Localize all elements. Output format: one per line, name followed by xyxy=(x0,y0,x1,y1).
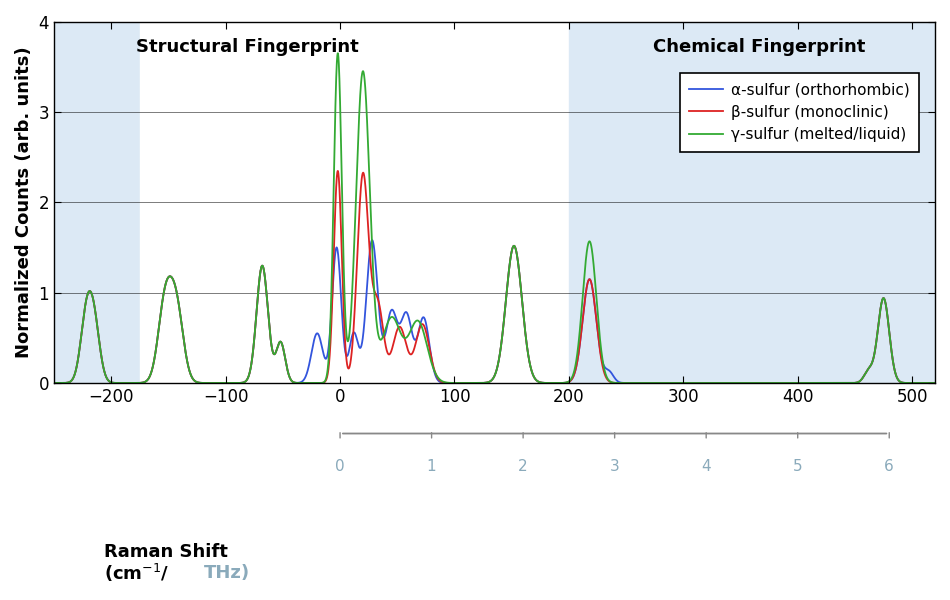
α-sulfur (orthorhombic) xyxy=(929,379,940,386)
γ-sulfur (melted/liquid) xyxy=(929,379,940,386)
γ-sulfur (melted/liquid) xyxy=(570,362,581,369)
Text: 1: 1 xyxy=(427,459,436,474)
α-sulfur (orthorhombic) xyxy=(570,367,581,374)
β-sulfur (monoclinic) xyxy=(749,379,760,386)
α-sulfur (orthorhombic) xyxy=(608,373,619,380)
Line: α-sulfur (orthorhombic): α-sulfur (orthorhombic) xyxy=(54,240,935,383)
α-sulfur (orthorhombic) xyxy=(368,239,379,246)
α-sulfur (orthorhombic) xyxy=(48,379,60,386)
Text: THz): THz) xyxy=(204,564,251,582)
β-sulfur (monoclinic) xyxy=(368,282,379,289)
Text: Chemical Fingerprint: Chemical Fingerprint xyxy=(653,38,865,56)
α-sulfur (orthorhombic) xyxy=(701,379,712,386)
γ-sulfur (melted/liquid) xyxy=(48,379,60,386)
Y-axis label: Normalized Counts (arb. units): Normalized Counts (arb. units) xyxy=(15,47,33,358)
γ-sulfur (melted/liquid) xyxy=(368,266,379,274)
α-sulfur (orthorhombic) xyxy=(92,331,104,338)
Bar xyxy=(569,22,935,383)
Line: γ-sulfur (melted/liquid): γ-sulfur (melted/liquid) xyxy=(54,53,935,383)
α-sulfur (orthorhombic) xyxy=(749,379,760,386)
β-sulfur (monoclinic) xyxy=(744,379,755,386)
Text: Raman Shift: Raman Shift xyxy=(104,543,228,561)
β-sulfur (monoclinic) xyxy=(608,379,619,386)
Bar xyxy=(54,22,140,383)
β-sulfur (monoclinic) xyxy=(332,167,344,175)
α-sulfur (orthorhombic) xyxy=(367,236,378,244)
Text: (cm$^{-1}$/: (cm$^{-1}$/ xyxy=(104,562,170,584)
γ-sulfur (melted/liquid) xyxy=(749,379,760,386)
Text: 0: 0 xyxy=(335,459,345,474)
β-sulfur (monoclinic) xyxy=(929,379,940,386)
Text: 4: 4 xyxy=(701,459,711,474)
γ-sulfur (melted/liquid) xyxy=(332,50,344,57)
Text: Structural Fingerprint: Structural Fingerprint xyxy=(137,38,359,56)
β-sulfur (monoclinic) xyxy=(48,379,60,386)
β-sulfur (monoclinic) xyxy=(92,331,104,338)
Text: 2: 2 xyxy=(519,459,528,474)
Line: β-sulfur (monoclinic): β-sulfur (monoclinic) xyxy=(54,171,935,383)
α-sulfur (orthorhombic) xyxy=(744,379,755,386)
Legend: α-sulfur (orthorhombic), β-sulfur (monoclinic), γ-sulfur (melted/liquid): α-sulfur (orthorhombic), β-sulfur (monoc… xyxy=(680,73,919,152)
β-sulfur (monoclinic) xyxy=(570,367,581,374)
γ-sulfur (melted/liquid) xyxy=(744,379,755,386)
γ-sulfur (melted/liquid) xyxy=(92,331,104,338)
Bar xyxy=(140,22,569,383)
γ-sulfur (melted/liquid) xyxy=(608,379,619,386)
Text: 3: 3 xyxy=(610,459,619,474)
γ-sulfur (melted/liquid) xyxy=(701,379,712,386)
β-sulfur (monoclinic) xyxy=(701,379,712,386)
Text: 5: 5 xyxy=(793,459,803,474)
Text: 6: 6 xyxy=(884,459,894,474)
